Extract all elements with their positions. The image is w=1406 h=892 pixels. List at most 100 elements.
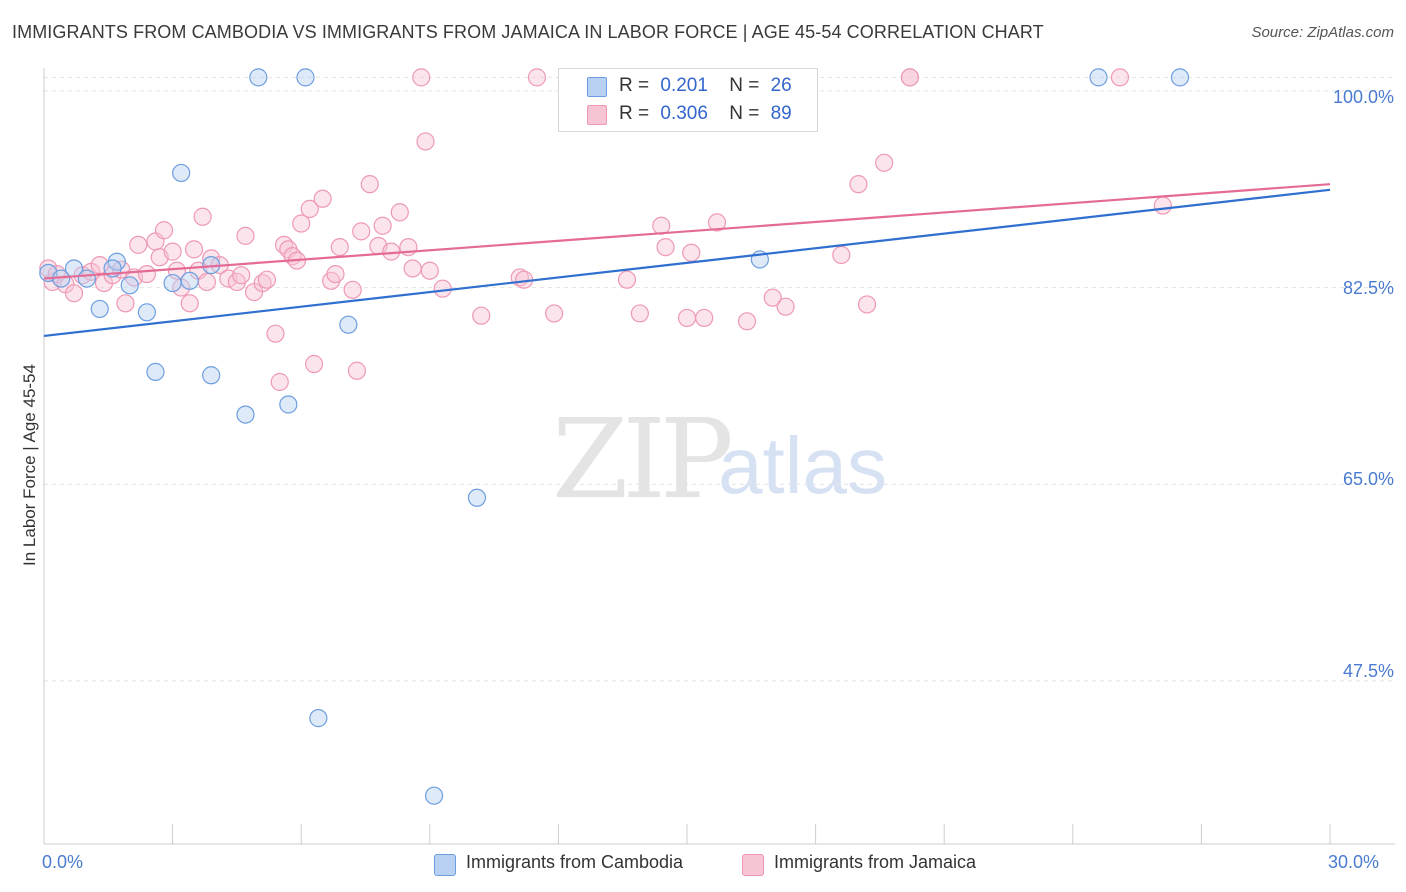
jamaica-point <box>193 207 212 226</box>
y-tick-label: 100.0% <box>1332 87 1394 107</box>
jamaica-point <box>326 264 345 284</box>
jamaica-point <box>420 261 439 280</box>
jamaica-stats: R = 0.306 N = 89 <box>619 103 792 125</box>
jamaica-point <box>677 308 697 328</box>
jamaica-point <box>682 243 701 262</box>
cambodia-point <box>279 395 298 414</box>
jamaica-point <box>313 189 332 208</box>
jamaica-point <box>832 245 851 265</box>
jamaica-swatch <box>587 105 607 125</box>
jamaica-point <box>197 272 216 292</box>
jamaica-point <box>390 203 409 222</box>
cambodia-swatch <box>587 77 607 97</box>
cambodia-point <box>249 68 268 87</box>
cambodia-legend-label: Immigrants from Cambodia <box>466 852 684 872</box>
jamaica-point <box>266 324 285 343</box>
jamaica-point <box>652 216 671 235</box>
jamaica-point <box>875 153 894 172</box>
jamaica-point <box>184 240 204 259</box>
jamaica-point <box>292 214 311 233</box>
x-tick-label: 0.0% <box>42 852 84 872</box>
n-label: N = <box>729 75 760 96</box>
jamaica-point <box>330 238 349 257</box>
jamaica-point <box>163 242 182 261</box>
source-label: Source: ZipAtlas.com <box>1251 24 1394 41</box>
jamaica-n-value: 89 <box>770 103 792 124</box>
jamaica-point <box>64 284 84 303</box>
cambodia-point <box>236 405 255 424</box>
cambodia-point <box>296 68 315 87</box>
r-label: R = <box>619 75 650 96</box>
jamaica-point <box>232 266 251 285</box>
jamaica-point <box>116 294 135 313</box>
watermark-atlas: atlas <box>718 421 887 510</box>
jamaica-point <box>695 308 714 328</box>
jamaica-point <box>154 221 174 240</box>
y-axis-label: In Labor Force | Age 45-54 <box>20 364 39 566</box>
jamaica-point <box>412 68 431 87</box>
jamaica-point <box>1110 68 1130 87</box>
cambodia-stats: R = 0.201 N = 26 <box>619 75 792 97</box>
cambodia-point <box>137 303 156 322</box>
jamaica-point <box>763 288 782 307</box>
jamaica-point <box>707 213 727 232</box>
jamaica-points <box>39 68 1172 392</box>
jamaica-r-value: 0.306 <box>660 103 708 124</box>
jamaica-point <box>236 226 255 245</box>
jamaica-trend-line <box>43 183 1331 280</box>
cambodia-point <box>77 269 96 288</box>
cambodia-point <box>339 315 358 334</box>
cambodia-point <box>309 709 328 728</box>
jamaica-legend-label: Immigrants from Jamaica <box>774 852 977 872</box>
jamaica-legend-swatch <box>742 854 764 876</box>
jamaica-point <box>545 304 564 323</box>
cambodia-trend-line <box>43 188 1331 338</box>
jamaica-point <box>472 306 491 325</box>
grid-lines <box>44 76 1395 682</box>
jamaica-point <box>180 294 199 313</box>
x-tick-label: 30.0% <box>1328 852 1380 872</box>
jamaica-point <box>343 280 362 299</box>
cambodia-r-value: 0.201 <box>660 75 708 96</box>
y-tick-label: 82.5% <box>1342 278 1394 298</box>
jamaica-point <box>900 68 920 87</box>
y-tick-label: 65.0% <box>1342 469 1394 489</box>
jamaica-point <box>776 297 795 316</box>
jamaica-point <box>656 238 675 257</box>
cambodia-n-value: 26 <box>770 75 792 96</box>
jamaica-point <box>433 279 452 298</box>
jamaica-point <box>347 361 367 380</box>
jamaica-point <box>857 295 877 314</box>
cambodia-point <box>146 362 165 381</box>
jamaica-point <box>1153 196 1172 215</box>
cambodia-point <box>467 488 487 507</box>
cambodia-point <box>172 163 191 183</box>
cambodia-point <box>1089 68 1108 87</box>
jamaica-point <box>360 175 379 194</box>
jamaica-point <box>304 354 324 374</box>
jamaica-point <box>270 372 289 392</box>
cambodia-point <box>120 276 139 295</box>
jamaica-point <box>257 270 277 289</box>
r-label: R = <box>619 103 650 124</box>
cambodia-point <box>1170 68 1190 87</box>
cambodia-point <box>163 273 182 293</box>
jamaica-point <box>527 68 547 87</box>
jamaica-point <box>129 235 148 254</box>
trend-lines <box>43 183 1331 338</box>
cambodia-point <box>90 299 109 319</box>
cambodia-point <box>202 366 221 385</box>
cambodia-point <box>424 786 444 805</box>
cambodia-points <box>39 68 1190 805</box>
jamaica-point <box>737 312 757 331</box>
jamaica-point <box>300 199 319 218</box>
cambodia-legend-swatch <box>434 854 456 876</box>
watermark-zip: ZIP <box>552 395 734 523</box>
jamaica-point <box>373 216 392 235</box>
cambodia-point <box>180 271 199 290</box>
stats-legend: R = 0.201 N = 26 R = 0.306 N = 89 <box>558 68 818 132</box>
y-tick-label: 47.5% <box>1342 661 1394 681</box>
jamaica-point <box>630 304 649 323</box>
jamaica-point <box>849 175 868 194</box>
